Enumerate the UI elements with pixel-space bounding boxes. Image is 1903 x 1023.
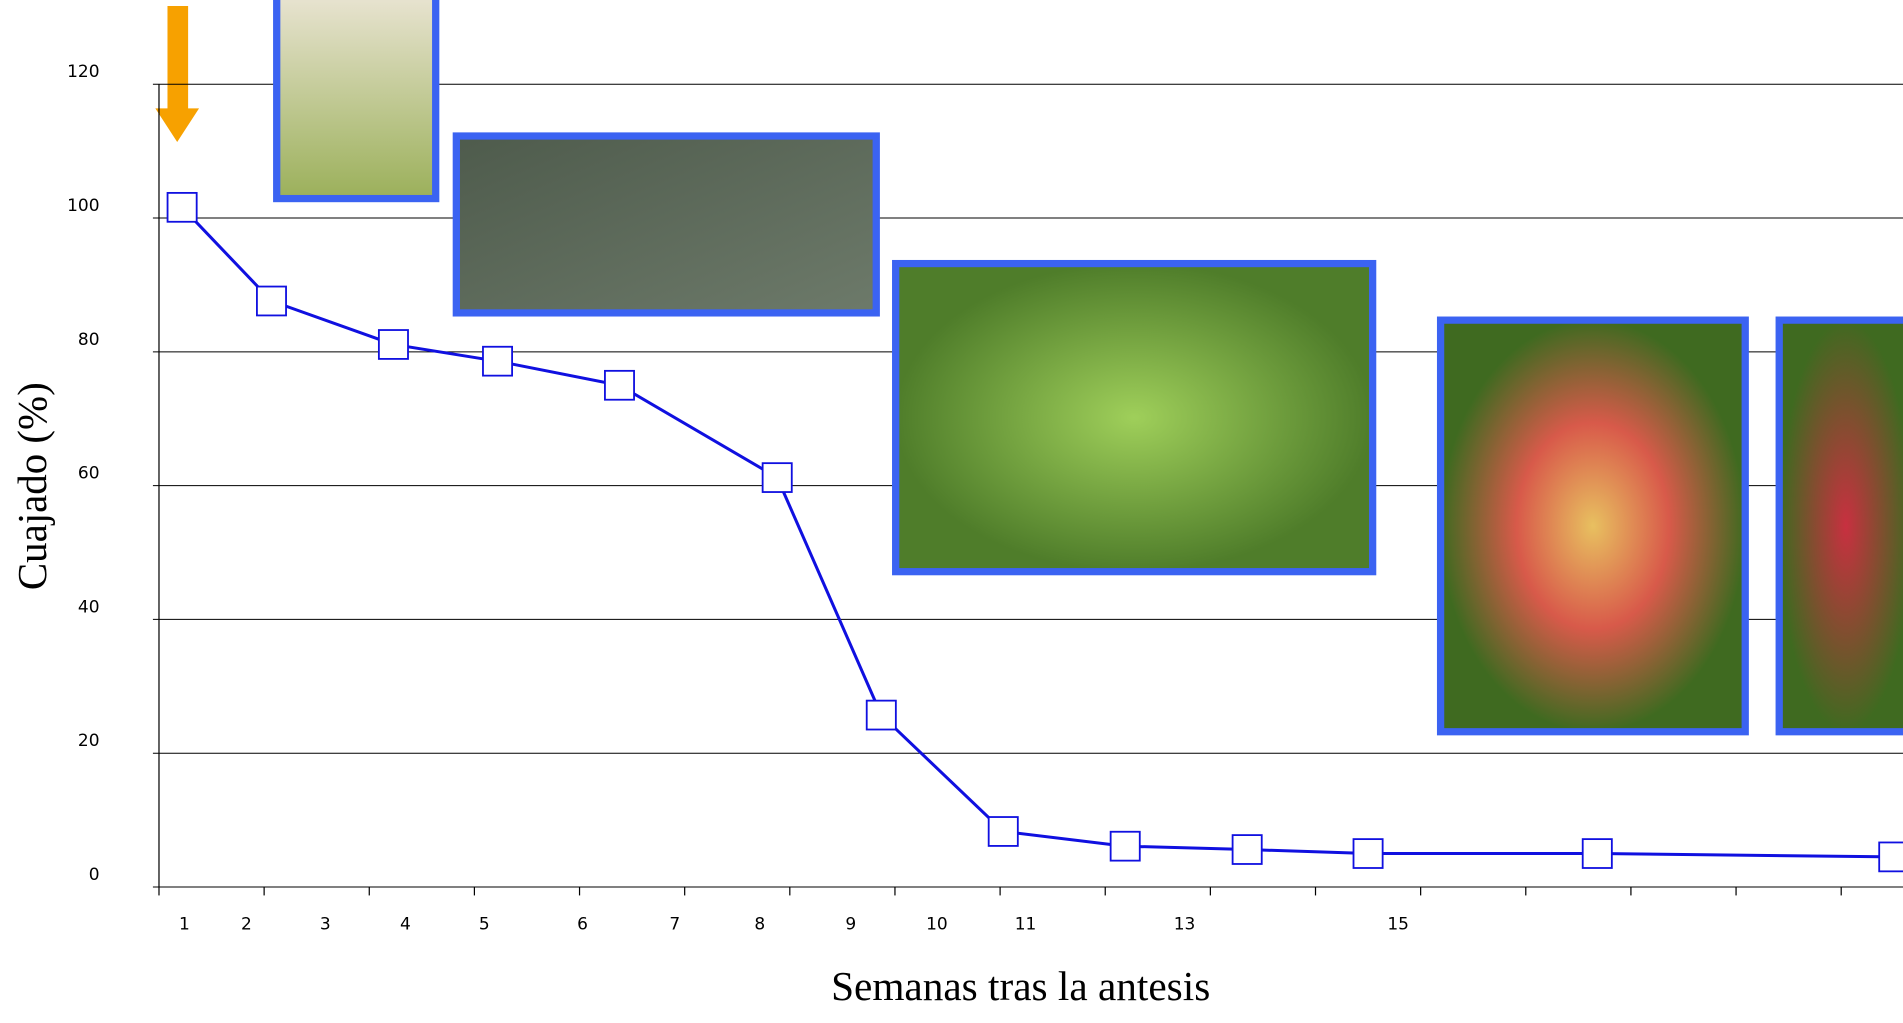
photo-fruitlets bbox=[452, 132, 880, 317]
x-tick-label: 9 bbox=[845, 913, 856, 933]
x-tick-label: 1 bbox=[179, 913, 190, 933]
x-axis-title: Semanas tras la antesis bbox=[831, 963, 1210, 1009]
x-tick-label: 13 bbox=[1174, 913, 1196, 933]
y-tick-label: 0 bbox=[89, 864, 100, 884]
marker bbox=[604, 369, 635, 401]
marker bbox=[1109, 830, 1141, 862]
y-axis-title: Cuajado (%) bbox=[9, 382, 55, 590]
photo-ripening-plums bbox=[1436, 316, 1749, 736]
x-tick-label: 6 bbox=[577, 913, 588, 933]
photo-ripe-plums bbox=[1775, 316, 1903, 736]
marker bbox=[761, 462, 793, 493]
y-tick-label: 80 bbox=[78, 329, 100, 349]
x-tick-label: 4 bbox=[400, 913, 411, 933]
arrow bbox=[155, 6, 200, 143]
x-tick-label: 7 bbox=[669, 913, 680, 933]
marker bbox=[987, 816, 1019, 847]
y-tick-label: 100 bbox=[67, 195, 99, 215]
x-tick-label: 2 bbox=[241, 913, 252, 933]
photo-green-plums bbox=[892, 259, 1377, 576]
marker bbox=[1581, 838, 1613, 869]
marker bbox=[865, 699, 897, 731]
y-tick-label: 120 bbox=[67, 61, 99, 81]
marker bbox=[166, 191, 198, 223]
x-tick-label: 15 bbox=[1387, 913, 1409, 933]
photos bbox=[273, 0, 1903, 736]
marker bbox=[377, 329, 409, 360]
y-tick-label: 60 bbox=[78, 463, 100, 483]
x-tick-label: 5 bbox=[479, 913, 490, 933]
x-tick-label: 3 bbox=[320, 913, 331, 933]
marker bbox=[482, 345, 514, 377]
x-tick-label: 10 bbox=[926, 913, 948, 933]
marker bbox=[1231, 834, 1263, 865]
y-tick-label: 40 bbox=[78, 596, 100, 616]
marker bbox=[256, 285, 287, 317]
y-tick-label: 20 bbox=[78, 730, 100, 750]
marker bbox=[1352, 838, 1384, 869]
marker bbox=[1878, 841, 1903, 873]
x-tick-label: 11 bbox=[1015, 913, 1037, 933]
x-tick-label: 8 bbox=[754, 913, 765, 933]
photo-flower bbox=[273, 0, 440, 203]
